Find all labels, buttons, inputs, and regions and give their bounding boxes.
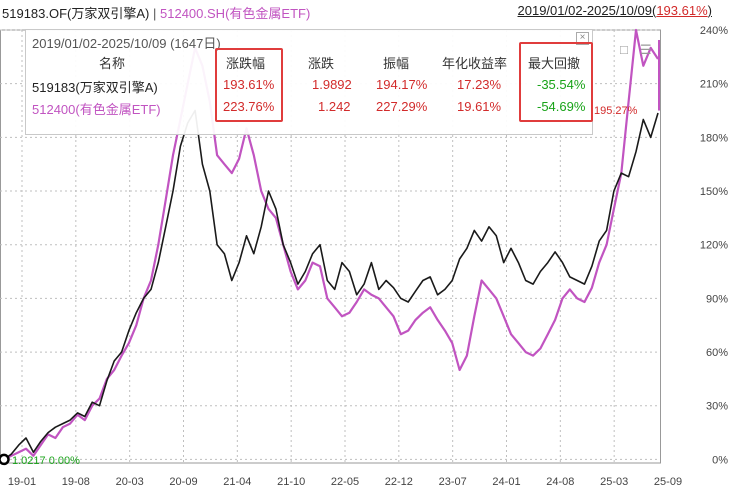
y-tick-label: 90% <box>706 293 728 305</box>
y-tick-label: 180% <box>700 132 728 144</box>
fund-legend-label[interactable]: 519183.OF(万家双引擎A) <box>2 6 150 21</box>
start-marker <box>0 453 10 466</box>
x-tick-label: 19-01 <box>8 476 36 488</box>
close-icon[interactable]: × <box>576 32 589 45</box>
col-header-change: 涨跌 <box>308 56 335 71</box>
row-name-fund: 519183(万家双引擎A) <box>32 80 158 95</box>
range-close-paren: ) <box>707 3 712 18</box>
x-tick-label: 21-04 <box>223 476 251 488</box>
start-label: 1.0217 0.00% <box>12 455 80 467</box>
x-tick-label: 24-01 <box>492 476 520 488</box>
col-header-amplitude: 振幅 <box>383 56 410 71</box>
highlight-box-change-pct <box>215 48 283 122</box>
x-tick-label: 20-09 <box>169 476 197 488</box>
y-tick-label: 120% <box>700 240 728 252</box>
range-value: 193.61% <box>656 3 708 18</box>
header-separator: | <box>153 6 157 21</box>
range-summary: 2019/01/02-2025/10/09(193.61%) <box>518 3 712 18</box>
x-axis-labels: 19-01 19-08 20-03 20-09 21-04 21-10 22-05 22-12… <box>8 476 682 488</box>
x-tick-label: 25-09 <box>654 476 682 488</box>
end-marker-label: 195.27% <box>594 105 638 117</box>
x-tick-label: 24-08 <box>546 476 574 488</box>
series-line-fund <box>3 109 659 461</box>
x-tick-label: 19-08 <box>62 476 90 488</box>
row-name-etf: 512400(有色金属ETF) <box>32 102 161 117</box>
row-amplitude-etf: 227.29% <box>376 99 428 114</box>
y-axis-labels: 240% 210% 180% 150% 120% 90% 60% 30% 0% <box>700 25 728 466</box>
y-tick-label: 150% <box>700 186 728 198</box>
col-header-name: 名称 <box>99 56 126 71</box>
row-change-etf: 1.242 <box>318 99 351 114</box>
col-header-annualized: 年化收益率 <box>442 56 508 71</box>
col-header-max-drawdown: 最大回撤 <box>528 56 581 71</box>
row-annualized-etf: 19.61% <box>457 99 502 114</box>
series-line-etf <box>3 28 659 461</box>
stats-panel: 2019/01/02-2025/10/09 (1647日) × 名称 涨跌幅 涨… <box>25 29 593 135</box>
y-tick-label: 240% <box>700 25 728 37</box>
x-tick-label: 21-10 <box>277 476 305 488</box>
row-change-pct-etf: 223.76% <box>223 99 275 114</box>
range-label: 2019/01/02-2025/10/09 <box>517 3 652 18</box>
row-drawdown-fund: -35.54% <box>537 77 586 92</box>
row-annualized-fund: 17.23% <box>457 77 502 92</box>
list-icon[interactable]: ☰ <box>640 42 652 57</box>
restore-icon[interactable]: □ <box>620 42 628 57</box>
range-open-paren: ( <box>651 3 657 18</box>
x-tick-label: 25-03 <box>600 476 628 488</box>
x-tick-label: 22-12 <box>385 476 413 488</box>
row-change-pct-fund: 193.61% <box>223 77 275 92</box>
highlight-box-max-drawdown <box>519 42 593 122</box>
header-bar: 519183.OF(万家双引擎A) | 512400.SH(有色金属ETF) <box>2 3 310 22</box>
col-header-change-pct: 涨跌幅 <box>226 56 266 71</box>
x-tick-label: 22-05 <box>331 476 359 488</box>
stats-period: 2019/01/02-2025/10/09 (1647日) <box>32 36 221 51</box>
y-tick-label: 0% <box>712 454 728 466</box>
y-tick-label: 210% <box>700 79 728 91</box>
grid-lines <box>0 29 661 464</box>
x-tick-label: 20-03 <box>116 476 144 488</box>
y-tick-label: 60% <box>706 347 728 359</box>
row-change-fund: 1.9892 <box>312 77 352 92</box>
row-amplitude-fund: 194.17% <box>376 77 428 92</box>
y-tick-label: 30% <box>706 401 728 413</box>
etf-legend-label[interactable]: 512400.SH(有色金属ETF) <box>160 6 311 21</box>
x-tick-label: 23-07 <box>439 476 467 488</box>
row-drawdown-etf: -54.69% <box>537 99 586 114</box>
